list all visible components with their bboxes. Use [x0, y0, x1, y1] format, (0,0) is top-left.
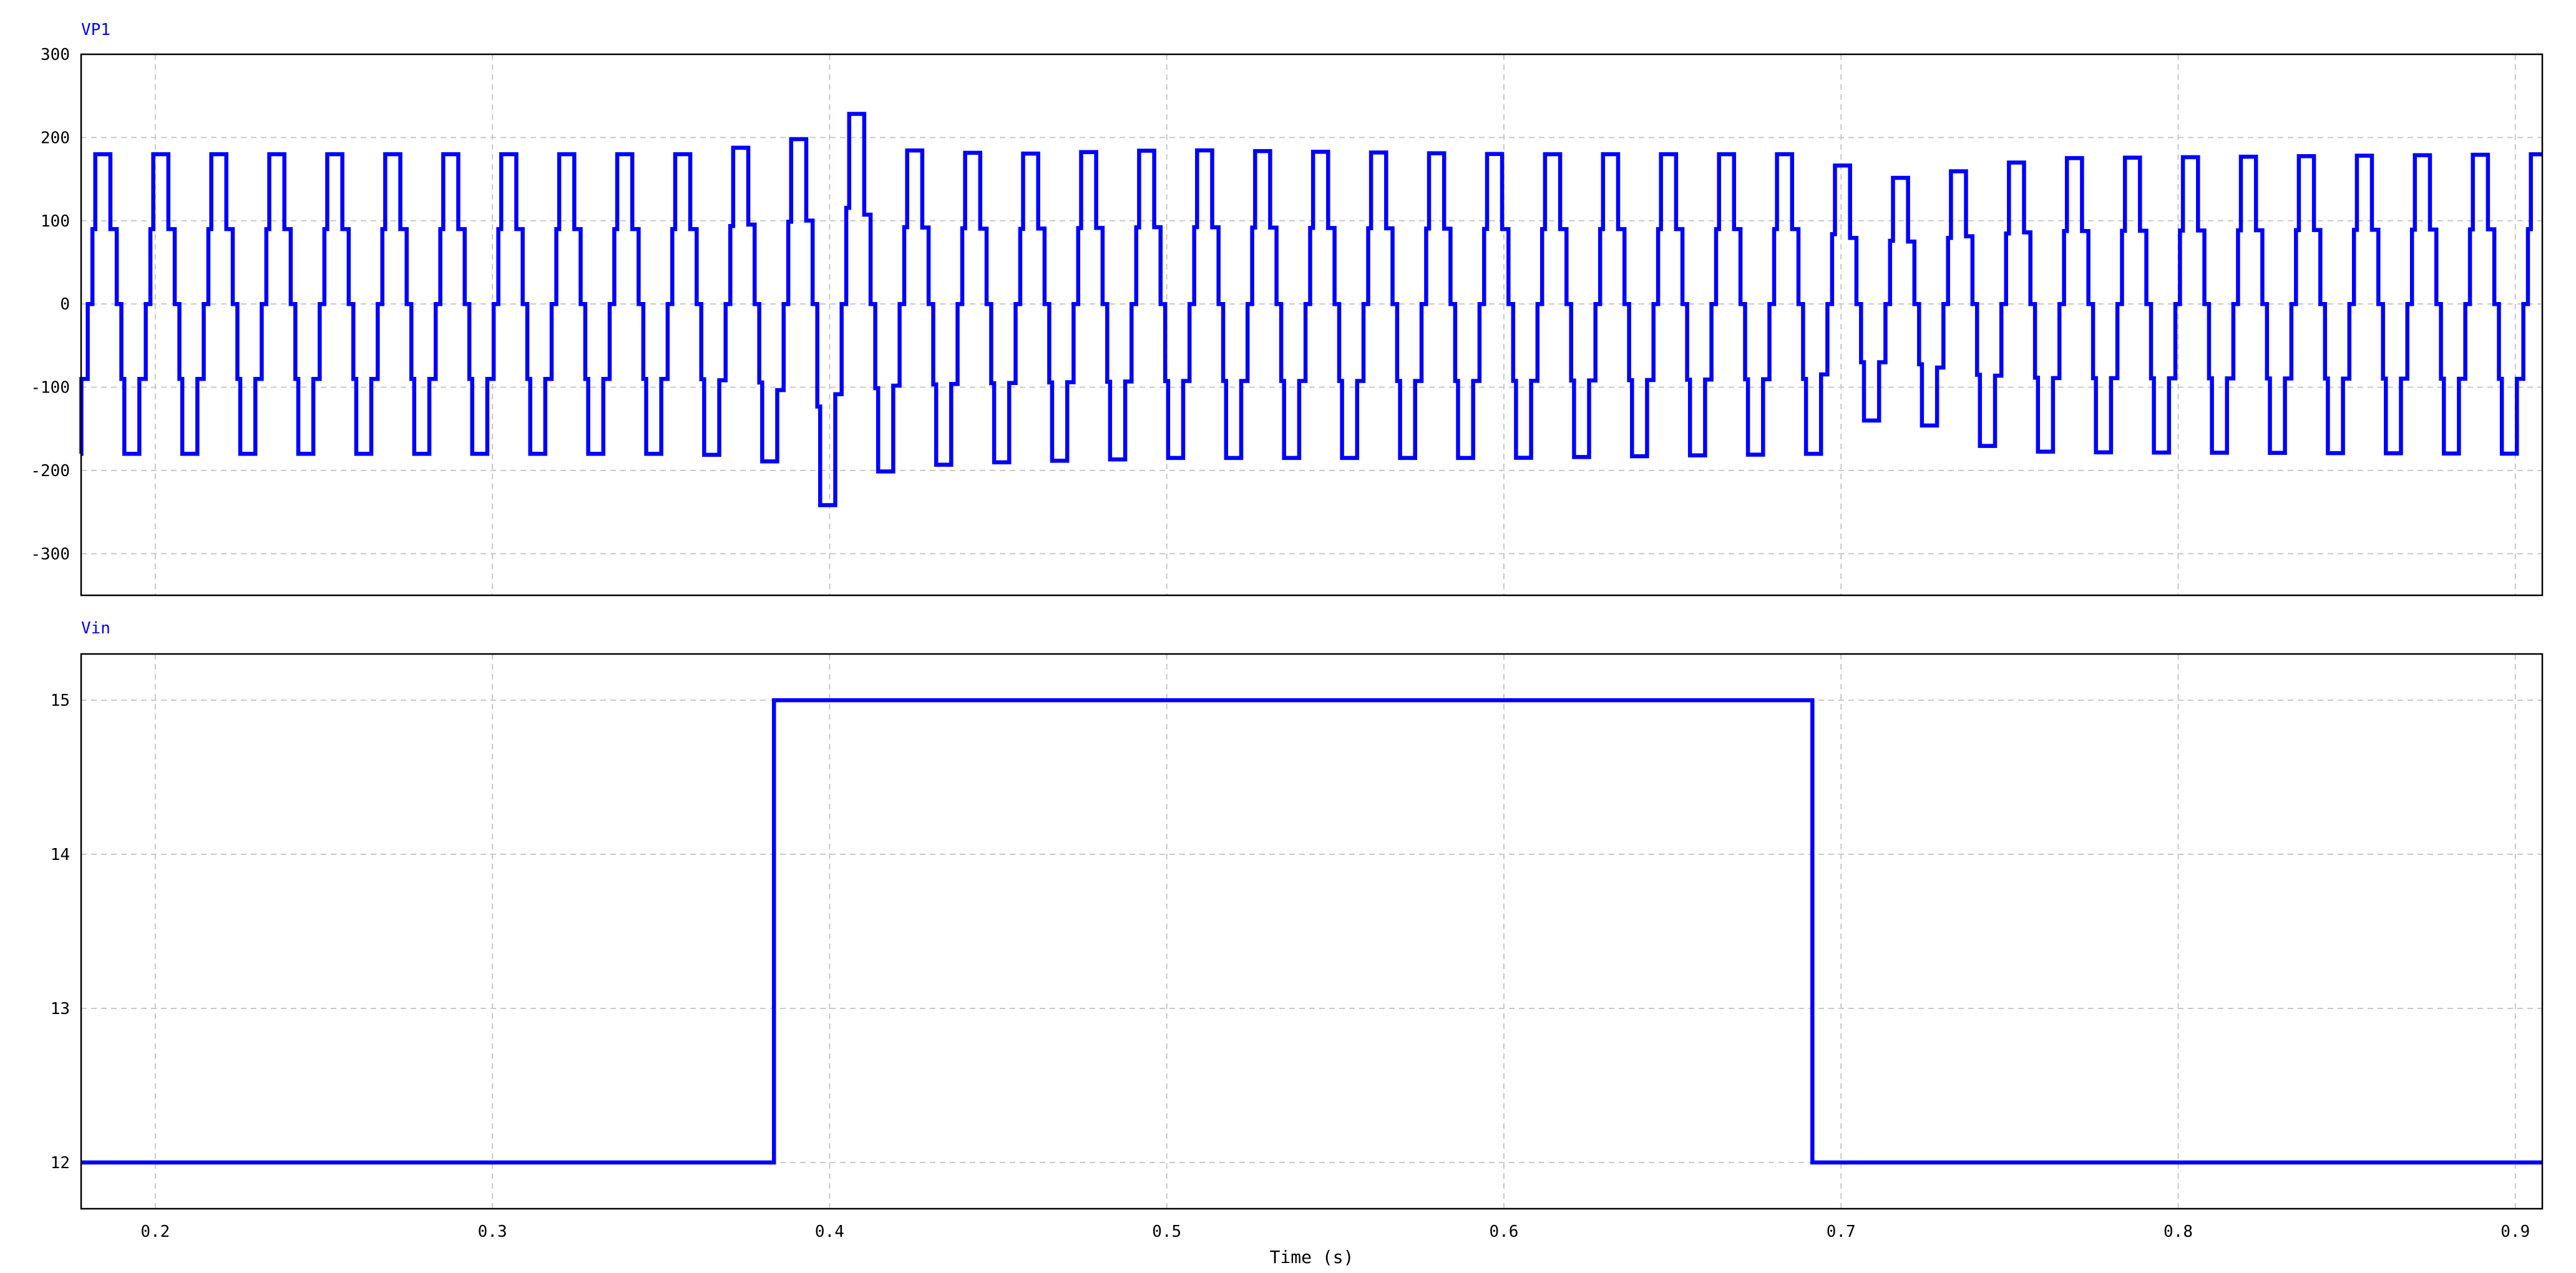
x-tick-label: 0.4	[815, 1222, 844, 1241]
vp1-y-ticks: -300 -200 -100 0 100 200 300	[31, 46, 70, 563]
y-tick-label: 0	[60, 295, 70, 314]
time-axis-ticks: 0.2 0.3 0.4 0.5 0.6 0.7 0.8 0.9	[140, 1222, 2530, 1241]
y-tick-label: 14	[51, 846, 70, 864]
x-tick-label: 0.9	[2500, 1222, 2530, 1241]
vp1-plot-frame	[80, 53, 2544, 597]
y-tick-label: 200	[41, 129, 70, 147]
vin-grid	[81, 654, 2542, 1209]
x-tick-label: 0.8	[2164, 1222, 2193, 1241]
x-tick-label: 0.3	[478, 1222, 507, 1241]
vin-trace	[81, 698, 2542, 1165]
y-tick-label: 100	[41, 212, 70, 231]
y-tick-label: 13	[51, 1000, 70, 1018]
vp1-grid	[81, 54, 2542, 595]
y-tick-label: -300	[31, 545, 70, 563]
y-tick-label: 12	[51, 1154, 70, 1173]
vin-plot-frame	[80, 653, 2544, 1210]
time-axis-label: Time (s)	[1270, 1247, 1354, 1267]
vp1-title: VP1	[81, 21, 110, 39]
x-tick-label: 0.6	[1489, 1222, 1518, 1241]
vp1-panel: VP1 -300 -200 -100 0 100 200 300	[31, 21, 2544, 597]
y-tick-label: -200	[31, 462, 70, 480]
vin-title: Vin	[81, 619, 110, 638]
x-tick-label: 0.7	[1827, 1222, 1856, 1241]
x-tick-label: 0.2	[140, 1222, 170, 1241]
vp1-trace	[79, 112, 2542, 507]
vin-y-ticks: 12 13 14 15	[51, 691, 70, 1173]
y-tick-label: 15	[51, 691, 70, 710]
y-tick-label: 300	[41, 46, 70, 64]
x-tick-label: 0.5	[1152, 1222, 1181, 1241]
y-tick-label: -100	[31, 379, 70, 398]
vin-panel: Vin 12 13 14 15	[51, 619, 2544, 1210]
